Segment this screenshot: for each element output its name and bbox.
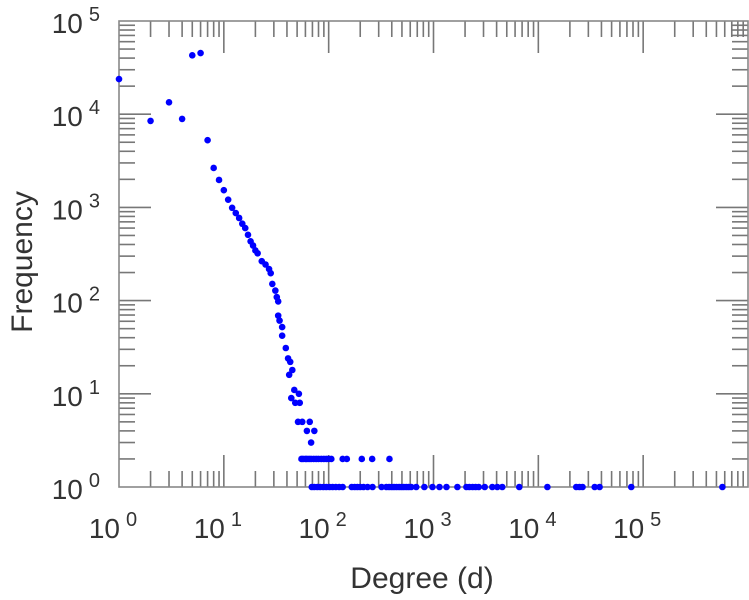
data-point — [278, 332, 286, 340]
data-point — [412, 483, 420, 491]
data-point — [303, 427, 311, 435]
data-point — [436, 483, 443, 491]
data-point — [339, 483, 346, 491]
data-point — [215, 176, 223, 184]
data-point — [369, 483, 376, 491]
data-point — [249, 242, 257, 249]
data-point — [274, 298, 282, 305]
data-point — [343, 455, 351, 463]
data-point — [296, 399, 304, 407]
x-axis-title: Degree (d) — [350, 562, 493, 595]
data-point — [289, 366, 296, 374]
data-point — [306, 418, 314, 426]
x-tick-label: 10 0 — [89, 509, 137, 544]
data-point — [481, 483, 489, 491]
data-point — [262, 261, 269, 268]
data-point — [235, 214, 243, 222]
data-point — [278, 323, 286, 331]
data-point — [627, 483, 635, 491]
data-point — [165, 99, 173, 106]
data-point — [188, 52, 196, 59]
y-tick-label: 10 5 — [52, 4, 100, 39]
data-point — [298, 418, 306, 426]
y-tick-label: 10 0 — [52, 470, 100, 505]
data-point — [591, 483, 599, 491]
data-point — [232, 209, 240, 217]
data-point — [368, 455, 376, 463]
data-point — [358, 455, 366, 463]
data-point — [429, 483, 436, 491]
data-point — [272, 287, 279, 294]
y-axis-title: Frequency — [6, 191, 39, 333]
y-tick-label: 10 1 — [52, 377, 100, 412]
data-point — [220, 186, 228, 194]
data-point — [269, 280, 276, 288]
data-point — [498, 483, 506, 491]
data-point — [443, 483, 450, 491]
data-point — [386, 455, 393, 463]
data-point — [115, 75, 123, 83]
data-point — [493, 483, 501, 491]
data-point — [328, 455, 335, 463]
plot-frame — [118, 20, 749, 488]
data-point — [282, 344, 290, 352]
data-point — [241, 224, 249, 232]
data-point — [290, 386, 298, 394]
data-point — [311, 427, 318, 435]
data-point — [489, 483, 496, 491]
data-point — [295, 390, 303, 398]
data-point — [719, 483, 726, 491]
data-point — [287, 394, 295, 402]
data-point — [244, 231, 252, 239]
data-point — [364, 483, 371, 491]
data-point — [407, 483, 415, 491]
data-point — [378, 483, 385, 491]
x-tick-label: 10 4 — [508, 509, 556, 544]
data-point — [197, 49, 204, 57]
data-point — [454, 483, 461, 491]
data-point — [579, 483, 586, 491]
data-point — [210, 164, 217, 172]
data-point — [204, 136, 211, 144]
data-point — [228, 204, 236, 212]
x-tick-label: 10 3 — [403, 509, 451, 544]
data-point — [596, 483, 603, 491]
data-point — [307, 439, 315, 446]
data-point — [147, 117, 154, 125]
y-tick-label: 10 4 — [52, 97, 100, 132]
data-point — [286, 358, 294, 366]
x-tick-label: 10 2 — [299, 509, 347, 544]
data-point — [291, 399, 299, 407]
data-point — [254, 249, 261, 257]
data-point — [178, 115, 186, 123]
data-point — [421, 483, 428, 491]
data-point — [475, 483, 483, 491]
data-point — [224, 196, 232, 203]
x-tick-label: 10 5 — [613, 509, 661, 544]
data-point — [267, 269, 275, 277]
data-point — [515, 483, 523, 491]
data-point — [274, 312, 282, 319]
y-tick-label: 10 2 — [52, 284, 100, 319]
data-point — [276, 317, 283, 324]
y-tick-label: 10 3 — [52, 190, 100, 225]
x-tick-label: 10 1 — [194, 509, 242, 544]
data-point — [285, 371, 293, 379]
data-point — [544, 483, 551, 491]
